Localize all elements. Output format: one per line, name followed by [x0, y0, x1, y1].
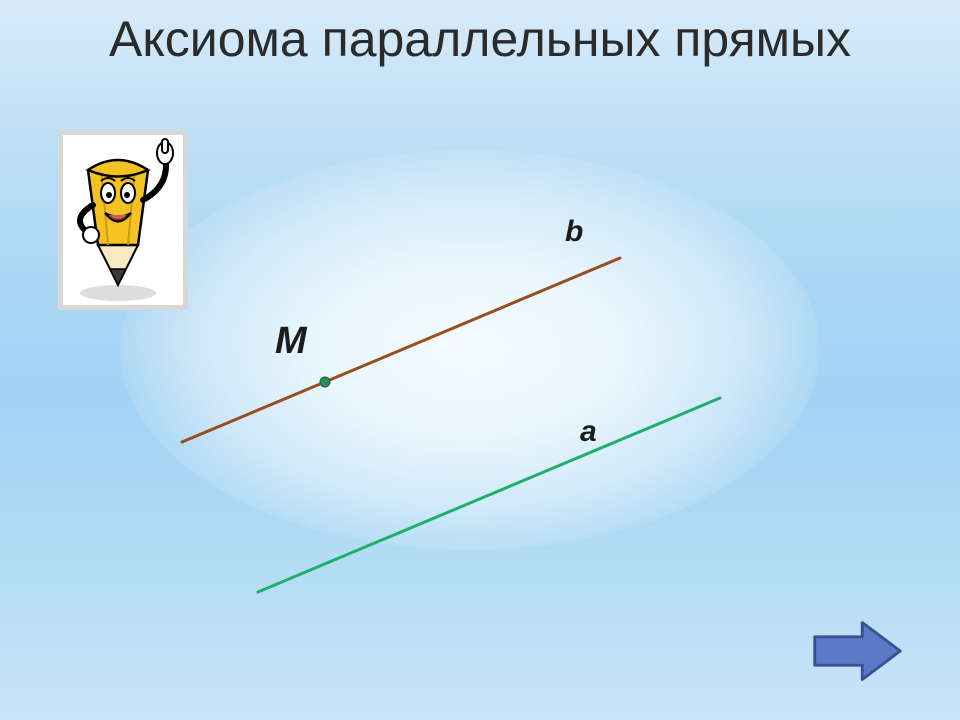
slide: Аксиома параллельных прямых	[0, 0, 960, 720]
label-point-m: М	[275, 320, 307, 363]
label-a: a	[580, 415, 597, 449]
arrow-right-icon	[815, 623, 901, 680]
line-b	[182, 258, 620, 442]
line-a	[258, 398, 720, 592]
parallel-lines-diagram	[0, 0, 960, 720]
next-button[interactable]	[810, 617, 905, 685]
label-b: b	[565, 215, 583, 249]
point-m	[320, 377, 330, 387]
